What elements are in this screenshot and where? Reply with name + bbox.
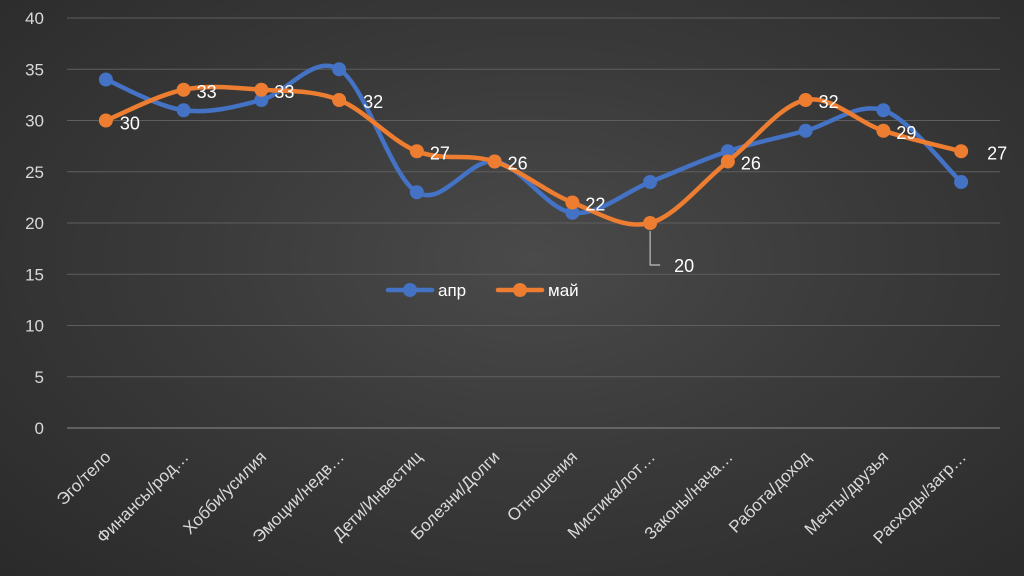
- data-point: [643, 175, 658, 189]
- data-point: [565, 195, 580, 210]
- data-label: 32: [363, 92, 383, 112]
- y-tick-label: 10: [25, 317, 44, 336]
- legend-swatch-marker: [513, 283, 527, 297]
- y-tick-label: 40: [25, 9, 44, 28]
- gridlines: [67, 17, 1000, 429]
- data-label: 27: [430, 143, 450, 163]
- data-point: [798, 93, 813, 107]
- x-tick-label: Эго/тело: [53, 447, 115, 509]
- y-tick-label: 35: [25, 60, 44, 79]
- data-label: 30: [120, 114, 140, 134]
- y-tick-label: 30: [25, 112, 44, 131]
- x-tick-label: Работа/доход: [725, 447, 814, 536]
- x-tick-label: Отношения: [503, 447, 581, 525]
- data-point: [954, 144, 969, 159]
- data-label: 33: [274, 82, 294, 102]
- legend-item-май: май: [495, 281, 579, 300]
- data-point: [876, 123, 891, 138]
- data-labels: 30 33 33 32 27 26 22 20 26 32 29 27: [120, 82, 1007, 276]
- data-point: [254, 82, 269, 97]
- legend-swatch-marker: [403, 283, 417, 297]
- data-point: [332, 93, 347, 107]
- data-point: [565, 205, 580, 220]
- y-tick-label: 20: [25, 214, 44, 233]
- data-label: 22: [585, 195, 605, 215]
- data-point: [254, 93, 269, 107]
- leader-line: [649, 231, 661, 266]
- y-tick-label: 25: [25, 163, 44, 182]
- data-point: [409, 144, 424, 159]
- data-point: [332, 62, 347, 77]
- data-point: [98, 113, 113, 128]
- legend-label: апр: [438, 281, 466, 300]
- data-point: [798, 123, 813, 138]
- y-axis-ticks: 0 5 10 15 20 25 30 35 40: [25, 9, 44, 438]
- data-point: [720, 144, 735, 159]
- data-label: 20: [674, 256, 694, 276]
- data-label: 27: [987, 143, 1007, 163]
- series-май: [98, 82, 969, 230]
- data-label: 32: [819, 92, 839, 112]
- data-label: 29: [896, 123, 916, 143]
- data-point: [954, 175, 969, 189]
- y-tick-label: 0: [35, 419, 44, 438]
- y-tick-label: 15: [25, 265, 44, 284]
- data-point: [487, 154, 502, 169]
- data-point: [643, 216, 658, 230]
- legend: апр май: [385, 281, 579, 300]
- series-group: [98, 62, 969, 230]
- data-label: 26: [741, 154, 761, 174]
- x-axis-ticks: Эго/телоФинансы/род…Хобби/усилияЭмоции/н…: [53, 447, 970, 548]
- data-point: [409, 185, 424, 200]
- data-point: [176, 82, 191, 97]
- data-point: [98, 72, 113, 87]
- data-point: [176, 103, 191, 118]
- data-label: 26: [508, 154, 528, 174]
- data-point: [876, 103, 891, 118]
- legend-label: май: [548, 281, 579, 300]
- y-tick-label: 5: [35, 368, 44, 387]
- data-point: [720, 154, 735, 169]
- legend-item-апр: апр: [385, 281, 466, 300]
- data-label: 33: [197, 82, 217, 102]
